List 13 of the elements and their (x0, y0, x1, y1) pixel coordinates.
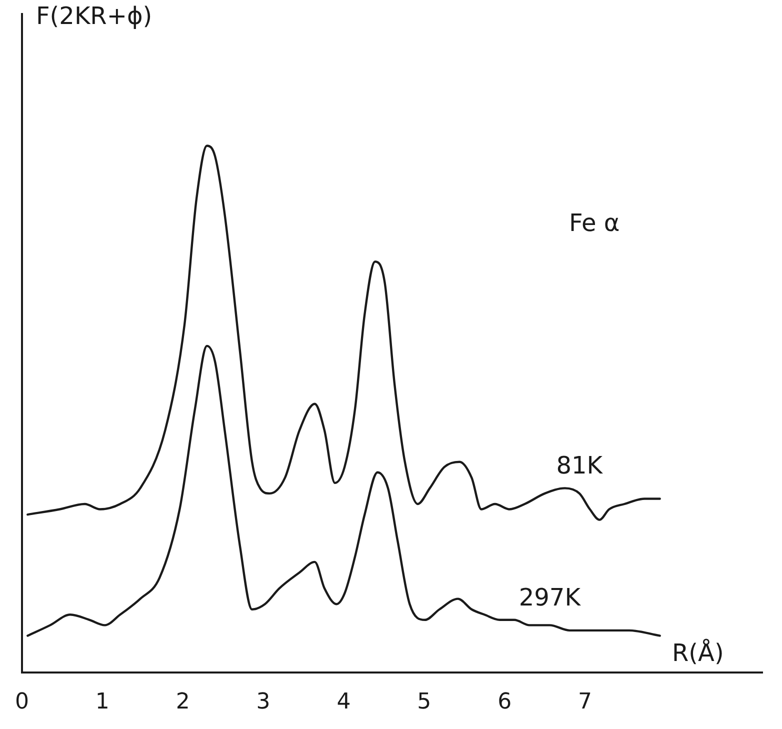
annotation: Fe α (568, 208, 620, 237)
y-axis-title: F(2KR+ϕ) (36, 2, 152, 30)
x-axis-title: R(Å) (672, 638, 724, 667)
x-tick-label: 6 (498, 690, 512, 715)
x-tick-label: 7 (578, 690, 592, 715)
series-label: 297K (518, 583, 582, 612)
series-label: 81K (556, 452, 604, 480)
x-tick-label: 1 (95, 690, 110, 715)
x-tick-label: 5 (417, 690, 432, 715)
x-tick-label: 3 (256, 690, 270, 715)
x-tick-label: 2 (176, 690, 190, 715)
x-tick-label: 4 (336, 690, 351, 715)
x-tick-label: 0 (15, 690, 29, 715)
